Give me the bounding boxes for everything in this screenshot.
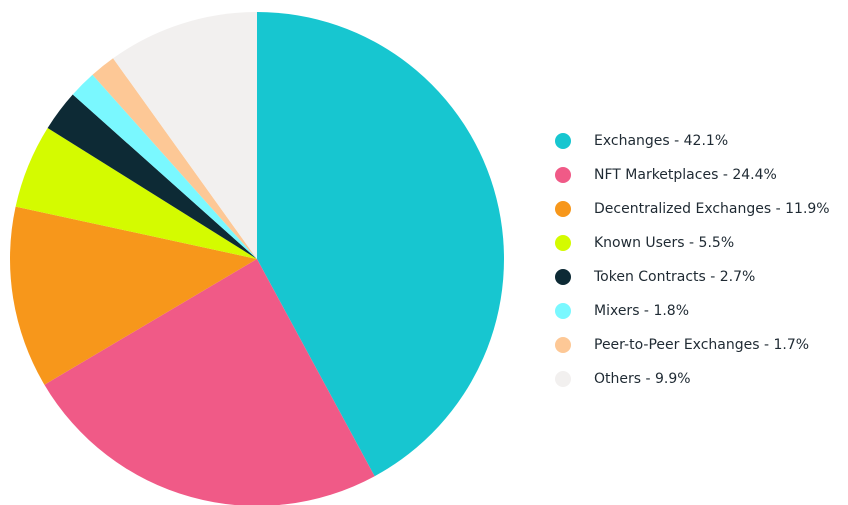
- legend-label: Mixers - 1.8%: [594, 303, 689, 319]
- legend-swatch: [555, 269, 571, 285]
- legend-swatch: [555, 337, 571, 353]
- pie-slice: [113, 12, 257, 259]
- pie-slice: [257, 12, 504, 477]
- pie-slice: [44, 259, 375, 505]
- legend-label: Decentralized Exchanges - 11.9%: [594, 201, 830, 217]
- legend-label: Token Contracts - 2.7%: [593, 269, 755, 285]
- legend-label: Exchanges - 42.1%: [594, 133, 728, 149]
- legend-swatch: [555, 201, 571, 217]
- legend-label: Known Users - 5.5%: [594, 235, 734, 251]
- legend-label: NFT Marketplaces - 24.4%: [594, 167, 777, 183]
- legend-swatch: [555, 235, 571, 251]
- pie-slice: [10, 206, 258, 385]
- pie-slice: [15, 127, 257, 259]
- legend-swatch: [555, 167, 571, 183]
- pie-slice: [92, 58, 257, 259]
- legend-swatch: [555, 133, 571, 149]
- legend-swatch: [555, 303, 571, 319]
- legend-label: Peer-to-Peer Exchanges - 1.7%: [594, 337, 809, 353]
- pie-slice: [72, 74, 258, 260]
- legend-label: Others - 9.9%: [594, 371, 691, 387]
- pie-slice: [47, 94, 257, 259]
- legend-swatch: [555, 371, 571, 387]
